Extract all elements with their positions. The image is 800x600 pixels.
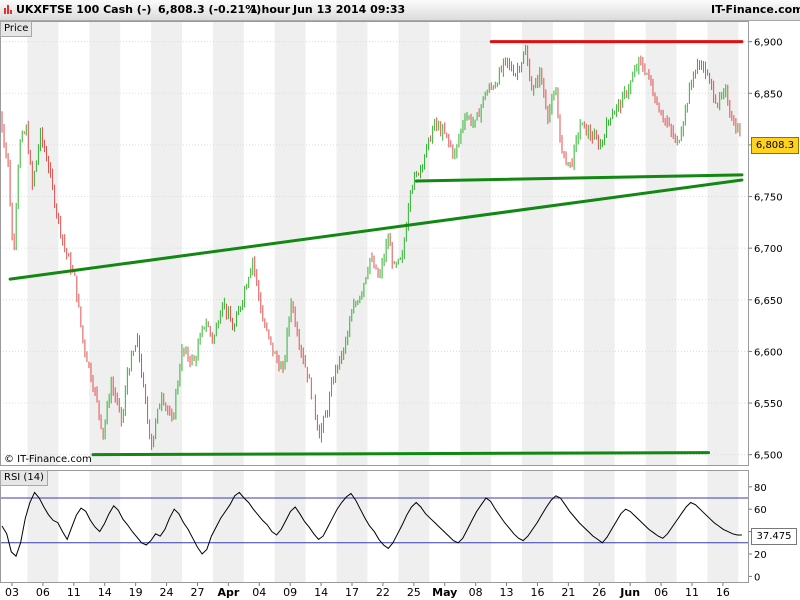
grid-band [336, 471, 368, 582]
price-tick-label: 6,550 [754, 399, 783, 410]
rsi-pane[interactable]: 806040200 [0, 483, 767, 584]
rsi-pane-frame [0, 470, 749, 583]
rsi-tick-label: 60 [754, 505, 767, 516]
bar-chart-icon [4, 5, 12, 14]
grid-band [27, 471, 59, 582]
rsi-pane-label: RSI (14) [0, 470, 48, 486]
time-tick-label: 17 [345, 586, 359, 599]
watermark: © IT-Finance.com [4, 454, 92, 465]
datetime-label: Jun 13 2014 09:33 [293, 3, 406, 16]
time-tick-label: 03 [5, 586, 19, 599]
rsi-value-tag: 37.475 [751, 528, 797, 545]
time-tick-label: 16 [530, 586, 544, 599]
price-tick-label: 6,900 [754, 38, 783, 49]
grid-band [398, 471, 430, 582]
grid-band [151, 22, 182, 465]
grid-band [583, 471, 615, 582]
time-tick-label: 11 [67, 586, 81, 599]
time-tick-label: 04 [252, 586, 266, 599]
price-tick-label: 6,750 [754, 193, 783, 204]
grid-band [707, 22, 739, 465]
time-tick-label: 08 [469, 586, 483, 599]
time-tick-label: 13 [500, 586, 514, 599]
grid-band [645, 471, 677, 582]
title-bar: UKX FTSE 100 Cash (-) 6,808.3 (-0.21%) 1… [0, 0, 800, 21]
vertical-grid-bands [27, 22, 739, 582]
brand-label: IT-Finance.com [711, 3, 800, 16]
time-tick-label: 06 [36, 586, 50, 599]
upper-support-trendline[interactable] [414, 173, 744, 183]
price-tick-label: 6,600 [754, 347, 783, 358]
grid-band [583, 22, 615, 465]
symbol-label: UKX [16, 3, 42, 16]
price-tick-label: 6,650 [754, 296, 783, 307]
time-tick-label: 16 [716, 586, 730, 599]
time-tick-label: 27 [190, 586, 204, 599]
grid-band [336, 22, 368, 465]
time-tick-label: Apr [217, 586, 239, 599]
price-candles[interactable] [0, 44, 741, 451]
quote-label: 6,808.3 (-0.21%) [158, 3, 262, 16]
bottom-support-trendline[interactable] [91, 451, 711, 457]
time-axis: 03 06 11 14 19 24 27 Apr 04 09 14 17 22 25 May 08 13 16 21… [5, 582, 730, 599]
rsi-tick-label: 0 [754, 572, 760, 583]
time-tick-label: 11 [685, 586, 699, 599]
rsi-tick-label: 80 [754, 483, 767, 494]
last-price-tag: 6,808.3 [751, 137, 799, 154]
grid-band [707, 471, 739, 582]
time-tick-label: 06 [654, 586, 668, 599]
rising-support-trendline[interactable] [8, 178, 744, 281]
grid-band [27, 22, 59, 465]
price-tick-label: 6,500 [754, 451, 783, 462]
price-tick-label: 6,700 [754, 244, 783, 255]
grid-band [460, 22, 492, 465]
grid-band [212, 471, 244, 582]
time-tick-label: 19 [129, 586, 143, 599]
time-tick-label: 24 [160, 586, 174, 599]
grid-band [522, 471, 553, 582]
grid-band [274, 471, 306, 582]
time-tick-label: 14 [314, 586, 328, 599]
price-axis: 6,9006,8506,8006,7506,7006,6506,6006,550… [748, 38, 783, 462]
time-tick-label: 22 [376, 586, 390, 599]
grid-band [89, 471, 121, 582]
rsi-line [1, 491, 742, 558]
rsi-tick-label: 20 [754, 550, 767, 561]
grid-band [212, 22, 244, 465]
instrument-label: FTSE 100 Cash (-) [42, 3, 152, 16]
time-tick-label: 26 [592, 586, 606, 599]
grid-band [522, 22, 553, 465]
price-pane-frame [0, 21, 749, 466]
time-tick-label: May [432, 586, 457, 599]
price-tick-label: 6,850 [754, 89, 783, 100]
time-tick-label: 09 [283, 586, 297, 599]
price-pane-label: Price [0, 21, 33, 37]
grid-band [398, 22, 430, 465]
time-tick-label: 25 [407, 586, 421, 599]
time-tick-label: 14 [98, 586, 112, 599]
time-tick-label: 21 [561, 586, 575, 599]
grid-band [645, 22, 677, 465]
grid-band [460, 471, 492, 582]
time-tick-label: Jun [619, 586, 640, 599]
trendlines[interactable] [8, 40, 744, 457]
timeframe-label: 1 hour [250, 3, 291, 16]
